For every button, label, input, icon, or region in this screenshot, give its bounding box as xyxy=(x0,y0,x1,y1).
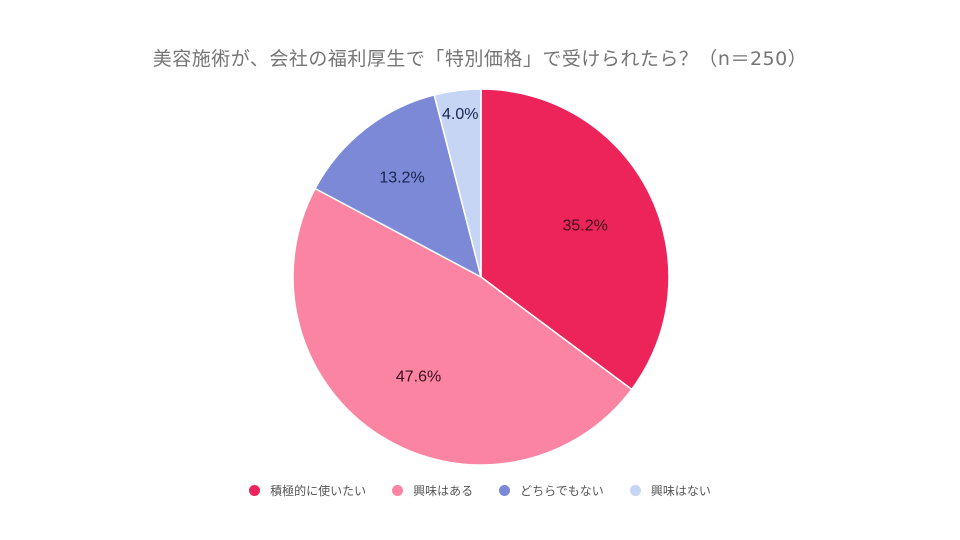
legend-label: どちらでもない xyxy=(520,484,604,498)
legend-dot-icon xyxy=(629,485,641,496)
slice-label: 4.0% xyxy=(442,106,478,123)
legend-item-neutral[interactable]: どちらでもない xyxy=(499,482,604,499)
pie-slice[interactable] xyxy=(433,88,482,278)
pie-labels: 35.2% 47.6% 13.2% 4.0% xyxy=(379,106,608,386)
legend-item-active-use[interactable]: 積極的に使いたい xyxy=(249,482,366,499)
pie-slices xyxy=(292,88,670,466)
pie-slice[interactable] xyxy=(314,93,483,279)
legend: 積極的に使いたい 興味はある どちらでもない 興味はない xyxy=(0,482,960,499)
slice-label: 35.2% xyxy=(562,218,607,235)
pie-slice[interactable] xyxy=(480,88,670,391)
legend-dot-icon xyxy=(499,485,511,496)
legend-item-not-interested[interactable]: 興味はない xyxy=(629,482,711,499)
legend-label: 積極的に使いたい xyxy=(270,484,367,498)
legend-item-interested[interactable]: 興味はある xyxy=(392,482,473,499)
chart-title: 美容施術が、会社の福利厚生で「特別価格」で受けられたら？（n＝250） xyxy=(152,48,808,70)
legend-label: 興味はある xyxy=(413,484,474,498)
slice-label: 47.6% xyxy=(396,368,441,385)
pie-slice[interactable] xyxy=(292,187,633,466)
slice-label: 13.2% xyxy=(379,169,424,186)
legend-label: 興味はない xyxy=(650,484,711,498)
legend-dot-icon xyxy=(392,485,404,496)
legend-dot-icon xyxy=(249,485,261,496)
